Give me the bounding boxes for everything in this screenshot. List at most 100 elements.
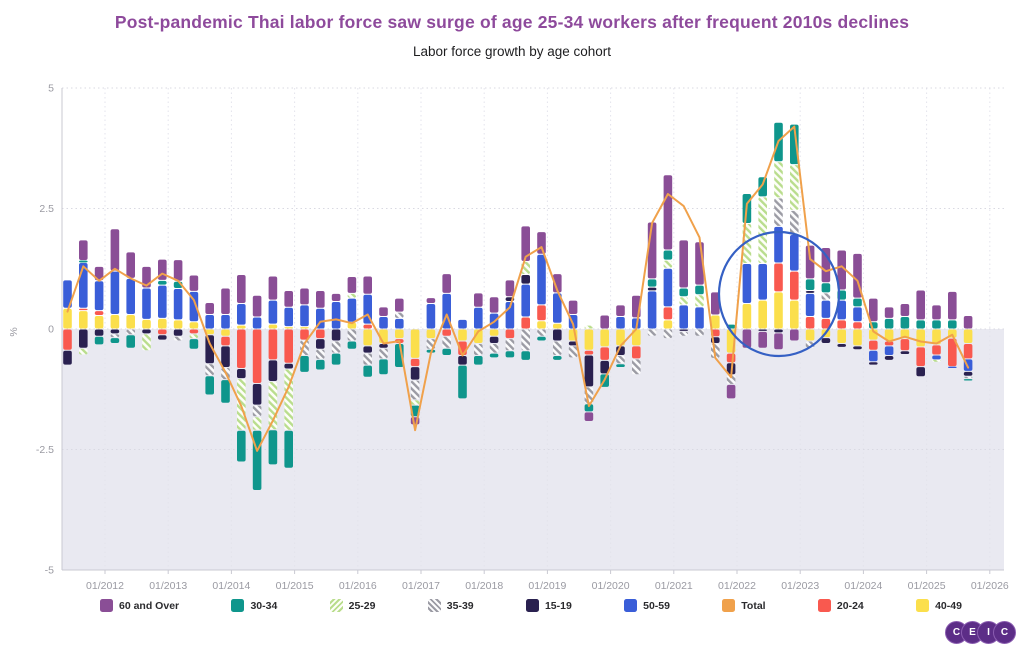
bar-segment-15-19[interactable] bbox=[805, 290, 815, 293]
bar-segment-40-49[interactable] bbox=[142, 319, 151, 329]
bar-segment-40-49[interactable] bbox=[458, 329, 467, 341]
bar-segment-30-34[interactable] bbox=[505, 351, 515, 358]
bar-segment-50-59[interactable] bbox=[126, 278, 135, 315]
bar-segment-60-and-over[interactable] bbox=[584, 412, 594, 422]
bar-segment-25-29[interactable] bbox=[663, 260, 673, 268]
bar-segment-15-19[interactable] bbox=[916, 367, 925, 377]
bar-segment-40-49[interactable] bbox=[284, 327, 293, 329]
bar-segment-30-34[interactable] bbox=[963, 379, 973, 381]
bar-segment-50-59[interactable] bbox=[758, 263, 767, 300]
bar-segment-30-34[interactable] bbox=[821, 283, 831, 293]
bar-segment-35-39[interactable] bbox=[963, 376, 973, 379]
bar-segment-40-49[interactable] bbox=[837, 329, 846, 343]
bar-segment-20-24[interactable] bbox=[837, 320, 846, 329]
bar-segment-35-39[interactable] bbox=[537, 329, 546, 336]
bar-segment-30-34[interactable] bbox=[158, 280, 167, 285]
bar-segment-15-19[interactable] bbox=[410, 367, 420, 380]
bar-segment-50-59[interactable] bbox=[647, 291, 657, 329]
bar-segment-20-24[interactable] bbox=[900, 339, 910, 351]
bar-segment-35-39[interactable] bbox=[410, 380, 420, 400]
bar-segment-15-19[interactable] bbox=[774, 329, 783, 333]
bar-segment-60-and-over[interactable] bbox=[679, 240, 688, 288]
bar-segment-60-and-over[interactable] bbox=[395, 298, 404, 312]
bar-segment-30-34[interactable] bbox=[948, 320, 957, 329]
bar-segment-30-34[interactable] bbox=[537, 336, 546, 341]
bar-segment-40-49[interactable] bbox=[584, 329, 594, 350]
bar-segment-35-39[interactable] bbox=[363, 353, 372, 365]
bar-segment-30-34[interactable] bbox=[616, 364, 625, 368]
legend-item-15-19[interactable]: 15-19 bbox=[525, 599, 572, 612]
bar-segment-15-19[interactable] bbox=[568, 341, 578, 346]
bar-segment-15-19[interactable] bbox=[379, 343, 388, 348]
bar-segment-15-19[interactable] bbox=[458, 356, 467, 365]
bar-segment-35-39[interactable] bbox=[442, 336, 451, 348]
bar-segment-40-49[interactable] bbox=[600, 329, 609, 347]
bar-segment-30-34[interactable] bbox=[853, 298, 862, 307]
bar-segment-40-49[interactable] bbox=[774, 292, 783, 329]
bar-segment-30-34[interactable] bbox=[316, 359, 325, 370]
bar-segment-15-19[interactable] bbox=[94, 329, 104, 336]
bar-segment-20-24[interactable] bbox=[268, 329, 278, 360]
bar-segment-60-and-over[interactable] bbox=[189, 275, 199, 291]
bar-segment-50-59[interactable] bbox=[790, 235, 799, 271]
bar-segment-15-19[interactable] bbox=[821, 338, 831, 343]
bar-segment-60-and-over[interactable] bbox=[932, 305, 941, 320]
bar-segment-60-and-over[interactable] bbox=[837, 250, 846, 290]
bar-segment-20-24[interactable] bbox=[410, 358, 420, 367]
bar-segment-30-34[interactable] bbox=[679, 288, 688, 297]
bar-segment-50-59[interactable] bbox=[221, 315, 230, 329]
bar-segment-25-29[interactable] bbox=[790, 165, 799, 210]
bar-segment-50-59[interactable] bbox=[347, 298, 357, 322]
bar-segment-20-24[interactable] bbox=[237, 329, 246, 369]
bar-segment-15-19[interactable] bbox=[853, 346, 862, 350]
legend-item-50-59[interactable]: 50-59 bbox=[624, 599, 670, 612]
bar-segment-50-59[interactable] bbox=[331, 302, 341, 329]
bar-segment-60-and-over[interactable] bbox=[252, 295, 262, 317]
bar-segment-50-59[interactable] bbox=[679, 305, 688, 329]
bar-segment-60-and-over[interactable] bbox=[173, 260, 183, 281]
bar-segment-40-49[interactable] bbox=[363, 329, 372, 346]
bar-segment-35-39[interactable] bbox=[663, 329, 673, 339]
bar-segment-40-49[interactable] bbox=[189, 322, 199, 329]
bar-segment-50-59[interactable] bbox=[110, 271, 120, 315]
bar-segment-20-24[interactable] bbox=[284, 329, 293, 363]
bar-segment-35-39[interactable] bbox=[726, 375, 736, 384]
bar-segment-35-39[interactable] bbox=[347, 329, 357, 341]
bar-segment-40-49[interactable] bbox=[916, 329, 925, 347]
bar-segment-15-19[interactable] bbox=[869, 362, 878, 365]
bar-segment-15-19[interactable] bbox=[205, 335, 214, 364]
bar-segment-30-34[interactable] bbox=[284, 430, 293, 468]
bar-segment-50-59[interactable] bbox=[142, 288, 151, 319]
bar-segment-40-49[interactable] bbox=[853, 329, 862, 346]
bar-segment-40-49[interactable] bbox=[110, 315, 120, 329]
bar-segment-15-19[interactable] bbox=[237, 369, 246, 379]
bar-segment-50-59[interactable] bbox=[94, 281, 104, 311]
bar-segment-50-59[interactable] bbox=[884, 346, 894, 356]
bar-segment-15-19[interactable] bbox=[900, 351, 910, 355]
bar-segment-30-34[interactable] bbox=[268, 430, 278, 465]
bar-segment-40-49[interactable] bbox=[395, 329, 404, 339]
bar-segment-30-34[interactable] bbox=[663, 250, 673, 260]
bar-segment-60-and-over[interactable] bbox=[963, 316, 973, 329]
bar-segment-15-19[interactable] bbox=[584, 355, 594, 387]
bar-segment-40-49[interactable] bbox=[758, 300, 767, 329]
bar-segment-30-34[interactable] bbox=[932, 320, 941, 329]
bar-segment-25-29[interactable] bbox=[189, 334, 199, 339]
bar-segment-60-and-over[interactable] bbox=[900, 303, 910, 316]
bar-segment-20-24[interactable] bbox=[774, 263, 783, 292]
bar-segment-20-24[interactable] bbox=[63, 329, 72, 350]
bar-segment-50-59[interactable] bbox=[268, 300, 278, 324]
legend-item-35-39[interactable]: 35-39 bbox=[427, 599, 474, 612]
bar-segment-40-49[interactable] bbox=[790, 300, 799, 329]
bar-segment-30-34[interactable] bbox=[126, 335, 135, 348]
bar-segment-15-19[interactable] bbox=[837, 343, 846, 347]
bar-segment-60-and-over[interactable] bbox=[268, 276, 278, 300]
bar-segment-40-49[interactable] bbox=[221, 329, 230, 336]
bar-segment-15-19[interactable] bbox=[521, 275, 530, 284]
bar-segment-30-34[interactable] bbox=[110, 338, 120, 343]
bar-segment-35-39[interactable] bbox=[474, 343, 483, 356]
bar-segment-30-34[interactable] bbox=[584, 404, 594, 412]
bar-segment-60-and-over[interactable] bbox=[647, 222, 657, 279]
bar-segment-15-19[interactable] bbox=[963, 371, 973, 376]
bar-segment-15-19[interactable] bbox=[553, 329, 562, 341]
